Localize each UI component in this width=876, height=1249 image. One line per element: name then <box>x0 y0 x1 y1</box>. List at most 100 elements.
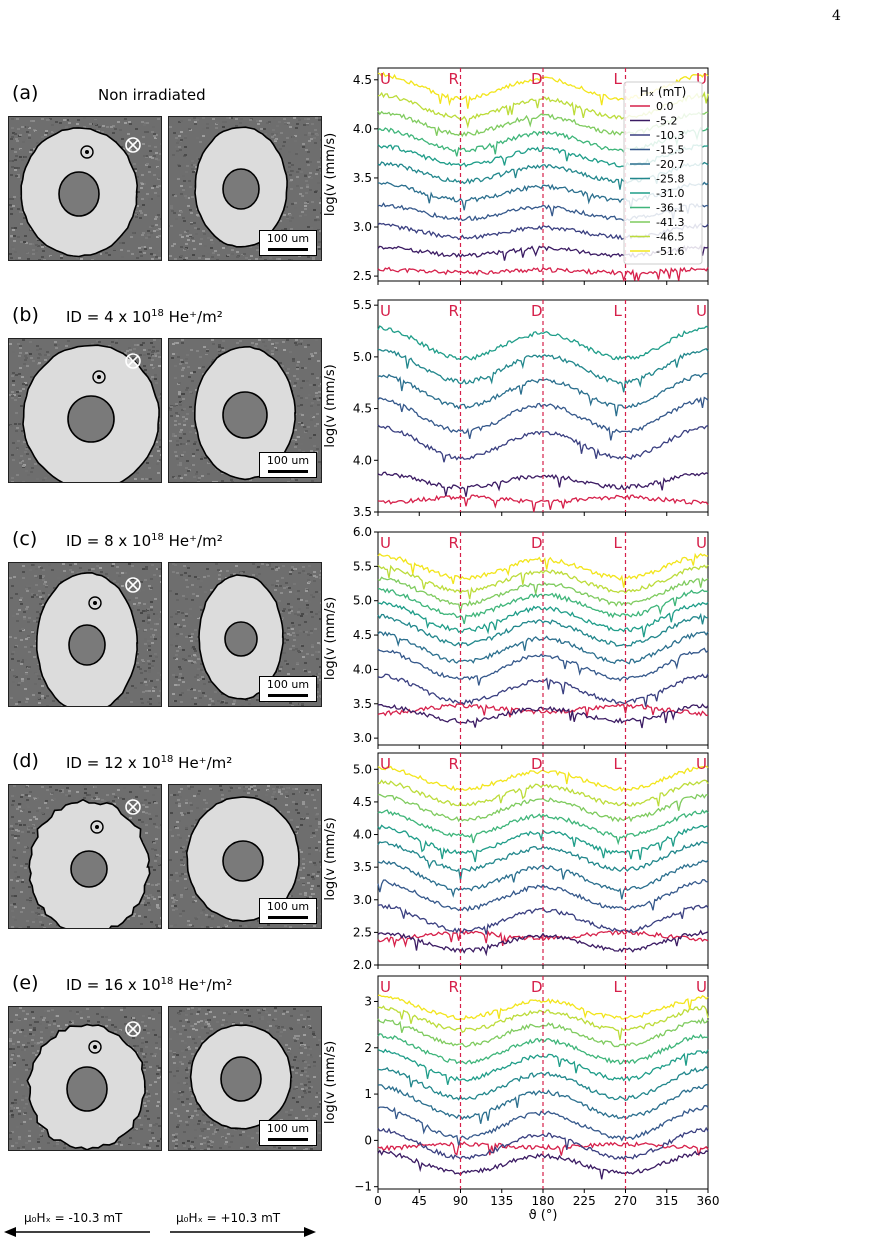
direction-label: U <box>696 70 707 88</box>
panel-title: ID = 12 x 1018 He⁺/m² <box>66 754 232 772</box>
y-tick-label: 3.5 <box>353 171 372 185</box>
series-line <box>377 702 709 718</box>
domain-image-negative-field <box>8 1006 162 1151</box>
dose-text: ID = 16 x 10 <box>66 976 161 994</box>
legend-entry: 0.0 <box>656 100 674 113</box>
direction-label: U <box>696 302 707 320</box>
legend-entry: -41.3 <box>656 216 684 229</box>
y-tick-label: 4.5 <box>353 628 372 642</box>
direction-label: U <box>696 534 707 552</box>
scalebar-label: 100 um <box>266 232 310 245</box>
dose-text: ID = 12 x 10 <box>66 754 161 772</box>
series-line <box>377 424 709 463</box>
direction-label: U <box>380 534 391 552</box>
panel-label: (d) <box>12 750 39 772</box>
y-tick-label: 3.5 <box>353 697 372 711</box>
x-tick-label: 135 <box>490 1194 513 1208</box>
dose-exponent: 18 <box>151 308 164 319</box>
scalebar: 100 um <box>259 676 317 702</box>
direction-label: R <box>449 978 459 996</box>
y-axis-label: log(v (mm/s) <box>323 817 338 900</box>
direction-label: U <box>380 755 391 773</box>
domain-image-positive-field: 100 um <box>168 562 322 707</box>
x-tick-label: 225 <box>573 1194 596 1208</box>
series-line <box>377 325 709 361</box>
panel-label: (a) <box>12 82 39 104</box>
y-tick-label: 3.0 <box>353 220 372 234</box>
dose-text: ID = 8 x 10 <box>66 532 152 550</box>
scalebar-label: 100 um <box>266 900 310 913</box>
series-line <box>377 994 709 1021</box>
direction-label: L <box>614 302 623 320</box>
field-left-label: μ₀Hₓ = -10.3 mT <box>24 1211 123 1225</box>
y-tick-label: 3.5 <box>353 505 372 519</box>
x-tick-label: 360 <box>697 1194 720 1208</box>
y-tick-label: 3.5 <box>353 860 372 874</box>
y-axis-label: log(v (mm/s) <box>323 1041 338 1124</box>
series-line <box>377 576 709 612</box>
field-right-label: μ₀Hₓ = +10.3 mT <box>176 1211 281 1225</box>
scalebar-label: 100 um <box>266 1122 310 1135</box>
legend <box>623 81 703 265</box>
y-tick-label: 2 <box>364 1041 372 1055</box>
x-tick-label: 180 <box>532 1194 555 1208</box>
series-line <box>377 809 709 846</box>
series-line <box>377 929 709 949</box>
x-tick-label: 315 <box>655 1194 678 1208</box>
y-tick-label: 3.0 <box>353 731 372 745</box>
direction-label: L <box>614 755 623 773</box>
scalebar: 100 um <box>259 898 317 924</box>
legend-entry: -36.1 <box>656 202 684 215</box>
x-tick-label: 45 <box>412 1194 427 1208</box>
direction-label: L <box>614 978 623 996</box>
cross-icon <box>125 137 141 153</box>
series-line <box>377 1126 709 1161</box>
panel-label: (e) <box>12 972 39 994</box>
y-tick-label: 3.0 <box>353 893 372 907</box>
direction-label: D <box>531 534 543 552</box>
dose-unit: He⁺/m² <box>163 308 223 326</box>
direction-label: R <box>449 755 459 773</box>
dot-icon <box>92 370 106 384</box>
series-line <box>377 564 709 600</box>
direction-label: D <box>531 755 543 773</box>
y-tick-label: −1 <box>354 1180 372 1194</box>
y-tick-label: 1 <box>364 1087 372 1101</box>
direction-label: U <box>380 70 391 88</box>
dot-icon <box>88 596 102 610</box>
cross-icon <box>125 353 141 369</box>
series-line <box>377 612 709 648</box>
x-tick-label: 270 <box>614 1194 637 1208</box>
dose-exponent: 18 <box>151 532 164 543</box>
page-number: 4 <box>832 8 841 24</box>
series-line <box>377 929 709 957</box>
dose-exponent: 18 <box>160 754 174 765</box>
dot-icon <box>88 1040 102 1054</box>
legend-entry: -31.0 <box>656 187 684 200</box>
y-tick-label: 0 <box>364 1133 372 1147</box>
chart-panel: 3.0 3.5 4.0 4.5 5.0 5.5 6.0 log(v (mm/s) U R D L U <box>323 525 709 749</box>
scalebar: 100 um <box>259 452 317 478</box>
y-tick-label: 4.0 <box>353 122 372 136</box>
panel-title: ID = 4 x 1018 He⁺/m² <box>66 308 223 326</box>
cross-icon <box>125 577 141 593</box>
direction-label: R <box>449 70 459 88</box>
scalebar-label: 100 um <box>266 678 310 691</box>
y-axis-label: log(v (mm/s) <box>323 597 338 680</box>
legend-title: Hₓ (mT) <box>640 85 687 99</box>
legend-entry: -20.7 <box>656 158 684 171</box>
direction-label: L <box>614 534 623 552</box>
y-tick-label: 3 <box>364 994 372 1008</box>
x-axis-label: ϑ (°) <box>529 1208 558 1223</box>
chart-panel: 3.5 4.0 4.5 5.0 5.5 log(v (mm/s) U R D L U <box>323 298 709 519</box>
y-axis-label: log(v (mm/s) <box>323 133 338 216</box>
panel-title: Non irradiated <box>98 86 206 104</box>
direction-label: D <box>531 302 543 320</box>
domain-image-negative-field <box>8 784 162 929</box>
direction-label: U <box>380 978 391 996</box>
legend-entry: -51.6 <box>656 245 684 258</box>
direction-label: R <box>449 534 459 552</box>
y-tick-label: 4.5 <box>353 795 372 809</box>
domain-image-positive-field: 100 um <box>168 338 322 483</box>
